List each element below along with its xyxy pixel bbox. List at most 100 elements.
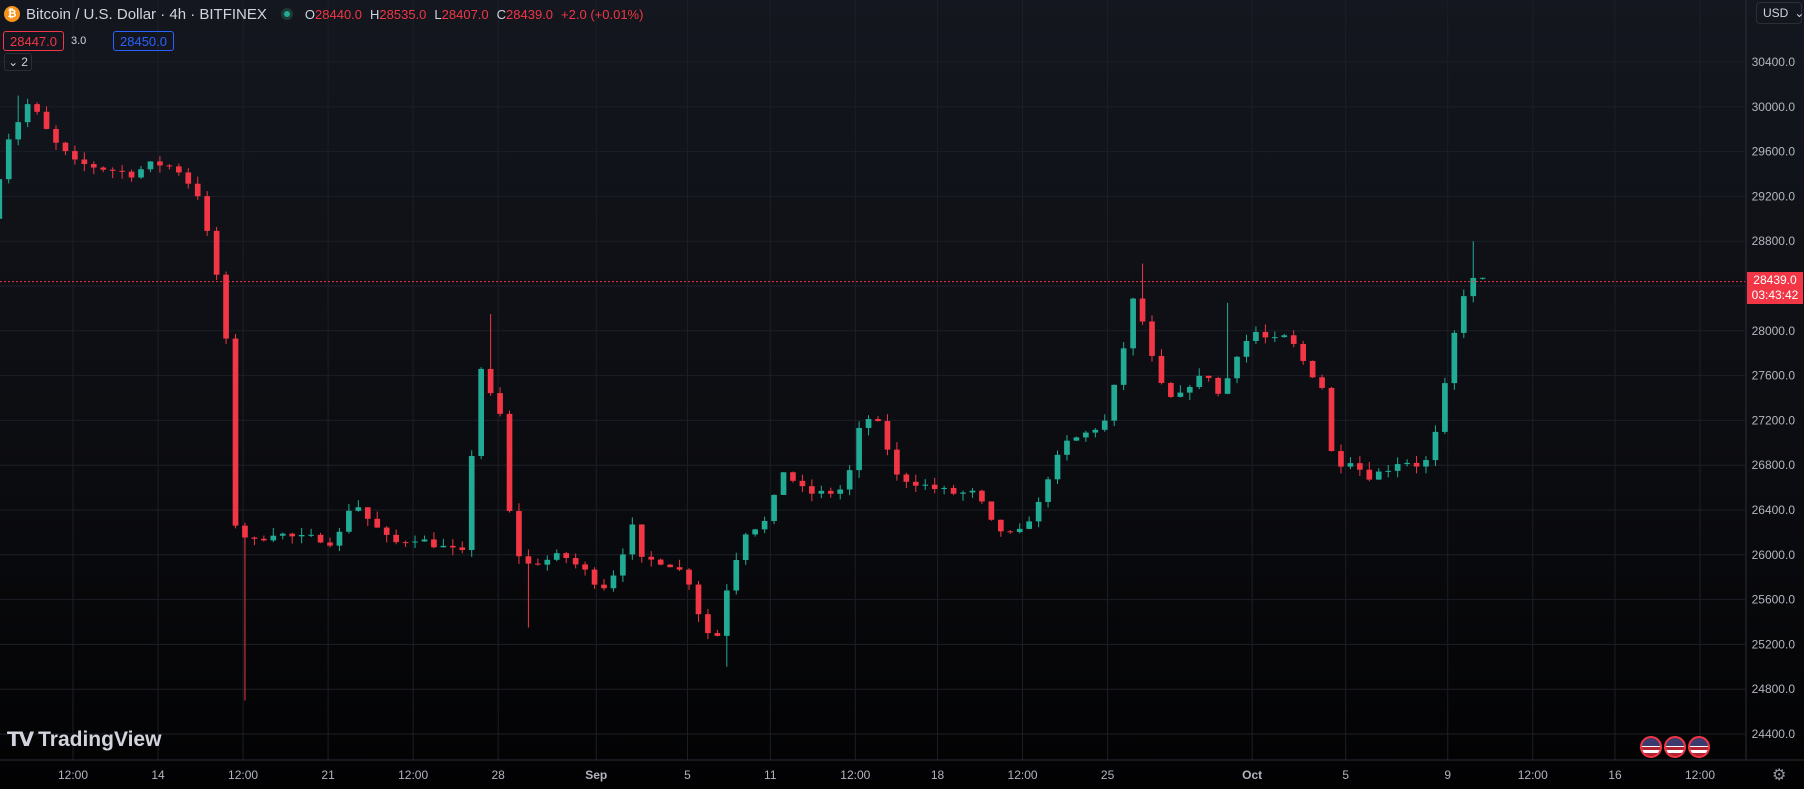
candle-body [1347,463,1354,467]
candle-body [1243,341,1250,357]
ohlc-low: L28407.0 [434,6,489,22]
ohlc-high: H28535.0 [370,6,427,22]
candle-body [1092,429,1099,433]
chart-header: ₿ Bitcoin / U.S. Dollar · 4h · BITFINEX … [0,0,643,28]
candle-body [166,165,173,167]
candle-body [440,545,447,548]
ohlc-legend: O28440.0 H28535.0 L28407.0 C28439.0 +2.0… [305,7,644,22]
candle-body [1271,337,1278,339]
candle-body [355,507,362,511]
y-tick-label: 27600.0 [1752,369,1796,383]
candle-body [941,487,947,489]
candle-body [1385,470,1392,472]
candle-body [449,545,456,548]
y-tick-label: 28800.0 [1752,234,1796,248]
y-tick-label: 26000.0 [1752,548,1796,562]
us-flag-event-icon[interactable] [1640,736,1662,758]
economic-events [1640,736,1710,758]
candle-body [242,525,248,538]
x-tick-label: 12:00 [1685,768,1715,782]
candle-body [875,419,881,422]
candle-body [1035,501,1042,522]
candle-body [752,529,759,535]
candle-body [818,490,825,494]
y-tick-label: 24800.0 [1752,682,1796,696]
candle-body [270,535,277,541]
symbol-title[interactable]: Bitcoin / U.S. Dollar · 4h · BITFINEX [26,5,267,23]
candle-body [1357,463,1363,470]
gear-icon[interactable]: ⚙ [1772,767,1787,784]
candle-body [572,558,579,565]
x-tick-label: 11 [764,768,777,782]
x-tick-label: 16 [1608,768,1622,782]
x-tick-label: 12:00 [1008,768,1038,782]
buy-price-button[interactable]: 28450.0 [113,31,174,51]
candle-body [856,427,862,471]
candle-body [194,183,201,197]
candle-body [24,104,31,123]
ohlc-change: +2.0 (+0.01%) [561,6,644,22]
last-price-label: 28439.0 03:43:42 [1747,272,1803,304]
x-tick-label: 12:00 [1518,768,1548,782]
x-tick-label: 12:00 [840,768,870,782]
y-tick-label: 24400.0 [1752,727,1796,741]
candle-body [733,560,740,591]
candle-body [799,480,806,487]
candle-body [327,542,333,546]
candle-body [1470,277,1477,297]
candle-body [516,511,522,557]
y-tick-label: 26400.0 [1752,503,1796,517]
candle-body [1177,392,1184,397]
sell-price-button[interactable]: 28447.0 [3,31,64,51]
candle-body [1196,375,1203,388]
market-status-icon[interactable] [280,8,293,20]
indicators-toggle-button[interactable]: ⌄ 2 [4,53,32,71]
candle-body [421,539,428,542]
candle-body [383,527,390,535]
us-flag-event-icon[interactable] [1688,736,1710,758]
candle-body [289,533,296,537]
candle-body [1130,298,1136,349]
candle-body [1149,321,1155,356]
candle-body [780,472,787,495]
candle-body [431,539,437,548]
candle-body [535,563,541,565]
candle-body [1083,432,1089,438]
ohlc-open: O28440.0 [304,6,363,22]
candle-body [1111,384,1118,421]
candle-body [1073,437,1080,441]
candle-body [157,161,163,166]
candle-body [686,569,692,585]
candle-body [1262,331,1269,338]
y-tick-label: 25200.0 [1752,637,1796,651]
tradingview-logo[interactable]: 𝗧𝗩 TradingView [7,727,161,752]
candle-body [43,111,50,129]
candle-body [629,524,636,555]
x-tick-label: 9 [1444,768,1451,782]
candle-body [346,510,352,532]
currency-selector[interactable]: USD ⌄ [1756,2,1804,24]
candle-body [1281,335,1288,338]
candle-body [809,486,815,494]
candle-body [487,368,494,394]
candle-body [620,554,626,576]
candle-body [714,633,721,636]
candle-body [119,170,125,172]
candle-body [1300,343,1307,361]
us-flag-event-icon[interactable] [1664,736,1686,758]
candle-body [459,547,466,550]
currency-label: USD [1763,6,1789,20]
candle-body [1158,355,1165,383]
candle-body [109,169,116,171]
candle-body [827,490,834,494]
candle-body [553,553,560,560]
indicator-count: 2 [21,55,28,69]
candle-body [468,455,475,550]
y-tick-label: 27200.0 [1752,413,1796,427]
candle-body [506,413,513,512]
candle-body [298,534,305,537]
candle-body [336,531,343,546]
candle-body [138,169,144,178]
